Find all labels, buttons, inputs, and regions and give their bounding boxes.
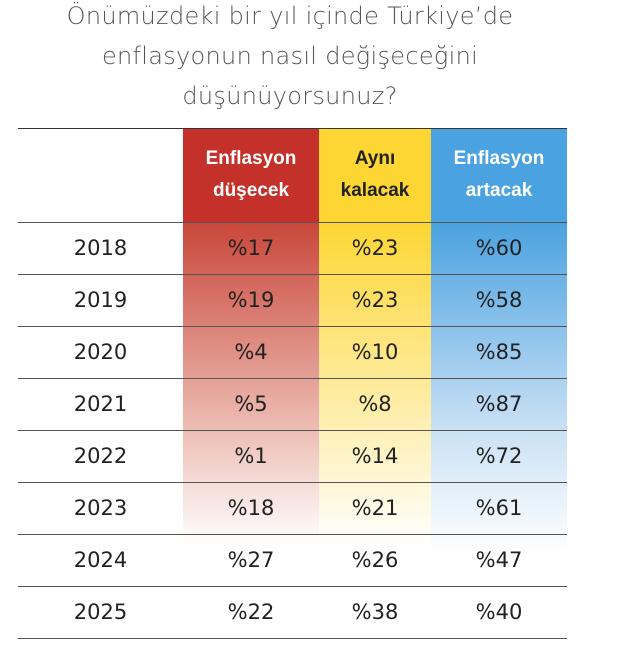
- value-cell: %18: [227, 496, 275, 520]
- row-separator: [18, 326, 567, 327]
- row-separator: [18, 482, 567, 483]
- title-line: düşünüyorsunuz?: [182, 82, 398, 110]
- value-cell: %27: [227, 548, 275, 572]
- year-cell: 2022: [73, 444, 128, 468]
- year-cell: 2023: [73, 496, 128, 520]
- row-separator: [18, 586, 567, 587]
- row-separator: [18, 378, 567, 379]
- header-text: Enflasyon: [205, 148, 297, 169]
- column-header: Enflasyon artacak: [431, 128, 567, 222]
- row-separator: [18, 222, 567, 223]
- title-line: enflasyonun nasıl değişeceğini: [101, 42, 479, 70]
- rule: [18, 638, 567, 639]
- value-cell: %47: [475, 548, 523, 572]
- rule: [18, 128, 567, 129]
- value-cell: %5: [234, 392, 268, 416]
- header-text: Enflasyon: [453, 148, 545, 169]
- value-cell: %72: [475, 444, 523, 468]
- value-cell: %38: [351, 600, 399, 624]
- value-cell: %60: [475, 236, 523, 260]
- value-cell: %10: [351, 340, 399, 364]
- year-cell: 2019: [73, 288, 128, 312]
- header-text: Aynı: [354, 148, 396, 169]
- value-cell: %19: [227, 288, 275, 312]
- year-cell: 2025: [73, 600, 128, 624]
- value-cell: %22: [227, 600, 275, 624]
- header-text: artacak: [465, 180, 533, 201]
- row-separator: [18, 274, 567, 275]
- value-cell: %23: [351, 236, 399, 260]
- title-line: Önümüzdeki bir yıl içinde Türkiye’de: [66, 2, 514, 30]
- value-cell: %85: [475, 340, 523, 364]
- column-header: Aynı kalacak: [319, 128, 431, 222]
- header-text: düşecek: [212, 180, 290, 201]
- row-separator: [18, 534, 567, 535]
- value-cell: %8: [358, 392, 392, 416]
- year-cell: 2018: [73, 236, 128, 260]
- value-cell: %17: [227, 236, 275, 260]
- value-cell: %4: [234, 340, 268, 364]
- value-cell: %26: [351, 548, 399, 572]
- value-cell: %23: [351, 288, 399, 312]
- column-header: Enflasyon düşecek: [183, 128, 319, 222]
- value-cell: %58: [475, 288, 523, 312]
- value-cell: %87: [475, 392, 523, 416]
- year-cell: 2021: [73, 392, 128, 416]
- value-cell: %1: [234, 444, 268, 468]
- row-separator: [18, 430, 567, 431]
- year-cell: 2024: [73, 548, 128, 572]
- value-cell: %21: [351, 496, 399, 520]
- value-cell: %40: [475, 600, 523, 624]
- value-cell: %14: [351, 444, 399, 468]
- value-cell: %61: [475, 496, 523, 520]
- year-cell: 2020: [73, 340, 128, 364]
- header-text: kalacak: [340, 180, 410, 201]
